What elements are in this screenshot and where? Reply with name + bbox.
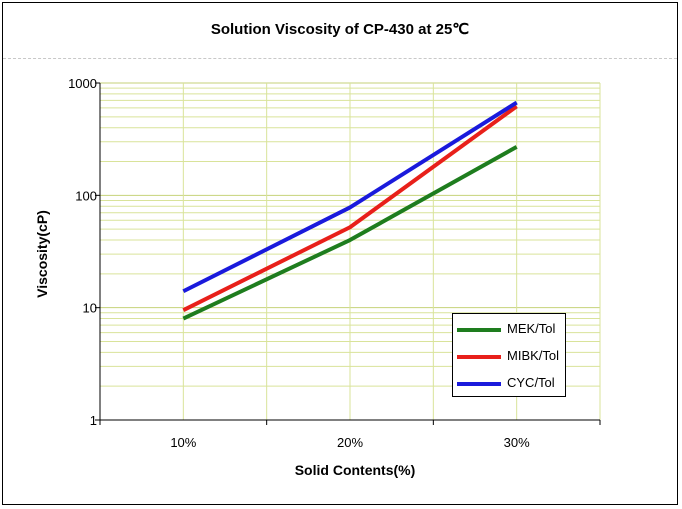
series-line-cyc-tol bbox=[182, 100, 518, 294]
x-tick-label: 30% bbox=[504, 435, 530, 450]
y-axis-title: Viscosity(cP) bbox=[34, 210, 50, 298]
legend-item-mek: MEK/Tol bbox=[457, 321, 563, 339]
title-band: Solution Viscosity of CP-430 at 25℃ bbox=[3, 3, 677, 59]
y-tick-label: 10 bbox=[83, 301, 97, 316]
legend-swatch-mek bbox=[457, 328, 501, 332]
legend-item-mibk: MIBK/Tol bbox=[457, 348, 563, 366]
legend: MEK/Tol MIBK/Tol CYC/Tol bbox=[452, 313, 566, 397]
y-tick-label: 1 bbox=[90, 413, 97, 428]
x-axis-title: Solid Contents(%) bbox=[294, 462, 416, 478]
x-tick-label: 10% bbox=[170, 435, 196, 450]
legend-swatch-mibk bbox=[457, 355, 501, 359]
series-line-mibk-tol bbox=[182, 104, 518, 312]
legend-label-mek: MEK/Tol bbox=[507, 321, 556, 336]
series-line-mek-tol bbox=[182, 145, 518, 321]
y-tick-label: 1000 bbox=[68, 76, 97, 91]
legend-label-mibk: MIBK/Tol bbox=[507, 348, 560, 363]
legend-label-cyc: CYC/Tol bbox=[507, 375, 555, 390]
chart-title: Solution Viscosity of CP-430 at 25℃ bbox=[210, 21, 470, 38]
y-tick-label: 100 bbox=[75, 188, 97, 203]
legend-swatch-cyc bbox=[457, 382, 501, 386]
x-tick-label: 20% bbox=[337, 435, 363, 450]
legend-item-cyc: CYC/Tol bbox=[457, 375, 563, 393]
